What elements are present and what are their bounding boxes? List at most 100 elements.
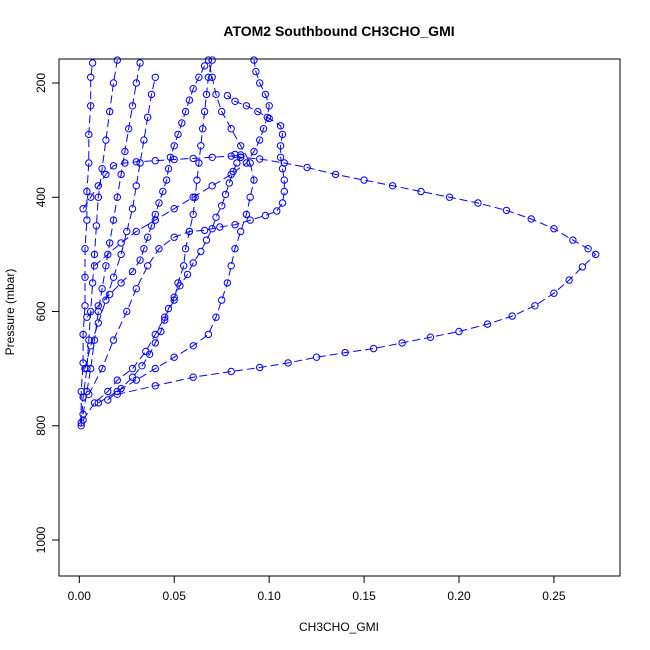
data-point [113,193,122,201]
data-point [138,362,146,370]
data-point [221,190,230,199]
data-point [83,216,91,224]
data-point [227,367,235,376]
data-point [256,155,264,163]
data-point [117,384,125,393]
data-point [104,250,112,259]
data-point [170,142,178,150]
data-point [157,327,165,336]
data-point [123,227,131,236]
data-point [417,187,425,196]
data-point [242,102,251,110]
data-point [144,113,152,122]
data-point [94,307,103,316]
data-point [151,210,160,219]
data-point [90,399,99,407]
data-point [109,336,118,344]
data-point [98,364,106,373]
data-point [191,193,199,201]
data-point [87,307,95,316]
data-point [578,263,587,271]
data-point [212,213,220,221]
data-point [170,293,178,301]
data-point [83,313,91,321]
data-point [200,107,209,116]
data-point [592,250,600,259]
data-point [250,176,258,184]
data-point [303,163,311,172]
data-point [195,159,203,167]
data-point [229,167,237,176]
data-point [94,319,103,327]
data-point [202,236,211,244]
y-tick-label: 200 [34,73,48,93]
data-point [276,122,285,130]
data-point [231,97,239,106]
data-point [250,56,258,64]
data-point [527,215,535,223]
data-point [569,236,577,244]
data-point [128,102,137,110]
data-point [102,136,110,144]
data-point [280,187,288,196]
data-point [106,290,114,299]
data-point [98,165,106,173]
data-point [94,302,103,310]
data-point [227,262,235,270]
data-point [104,396,112,404]
data-point [208,225,216,233]
data-point [256,79,264,87]
data-point [147,222,156,230]
data-point [79,359,87,367]
data-point [87,73,95,82]
data-point [151,73,160,82]
data-point [155,199,163,207]
data-point [189,342,197,350]
data-point [132,79,141,87]
data-point [278,165,287,173]
data-point [123,307,131,316]
data-point [128,373,137,381]
data-point [140,245,148,253]
data-point [508,312,516,320]
data-point [151,330,160,339]
data-point [151,157,160,165]
data-point [208,73,216,82]
data-point [85,130,93,139]
data-point [388,182,397,190]
data-point [81,273,89,281]
data-point [445,193,454,201]
data-point [195,73,203,82]
data-point [426,333,435,341]
data-point [90,250,99,259]
data-point [259,125,268,133]
data-point [231,150,239,159]
series-line-5 [94,60,270,267]
data-point [77,387,85,396]
data-point [455,327,463,336]
data-point [216,223,224,231]
data-point [237,227,245,236]
y-axis-title: Pressure (mbar) [3,269,17,356]
data-point [474,199,482,207]
y-tick-label: 400 [34,187,48,207]
data-point [231,221,239,229]
y-tick-label: 800 [34,415,48,435]
data-point [237,151,245,159]
x-tick-label: 0.05 [163,589,187,603]
data-point [208,153,216,162]
data-point [151,216,160,224]
x-tick-label: 0.10 [257,589,281,603]
data-point [164,304,173,313]
data-point [278,199,287,207]
data-point [88,279,97,287]
data-point [197,142,205,150]
data-point [90,262,99,270]
series-line-8 [82,62,141,415]
plot-area [77,56,600,430]
data-point [121,147,129,156]
data-point [183,270,192,279]
data-point [159,187,167,196]
data-point [83,387,91,396]
x-tick-label: 0.00 [68,589,92,603]
